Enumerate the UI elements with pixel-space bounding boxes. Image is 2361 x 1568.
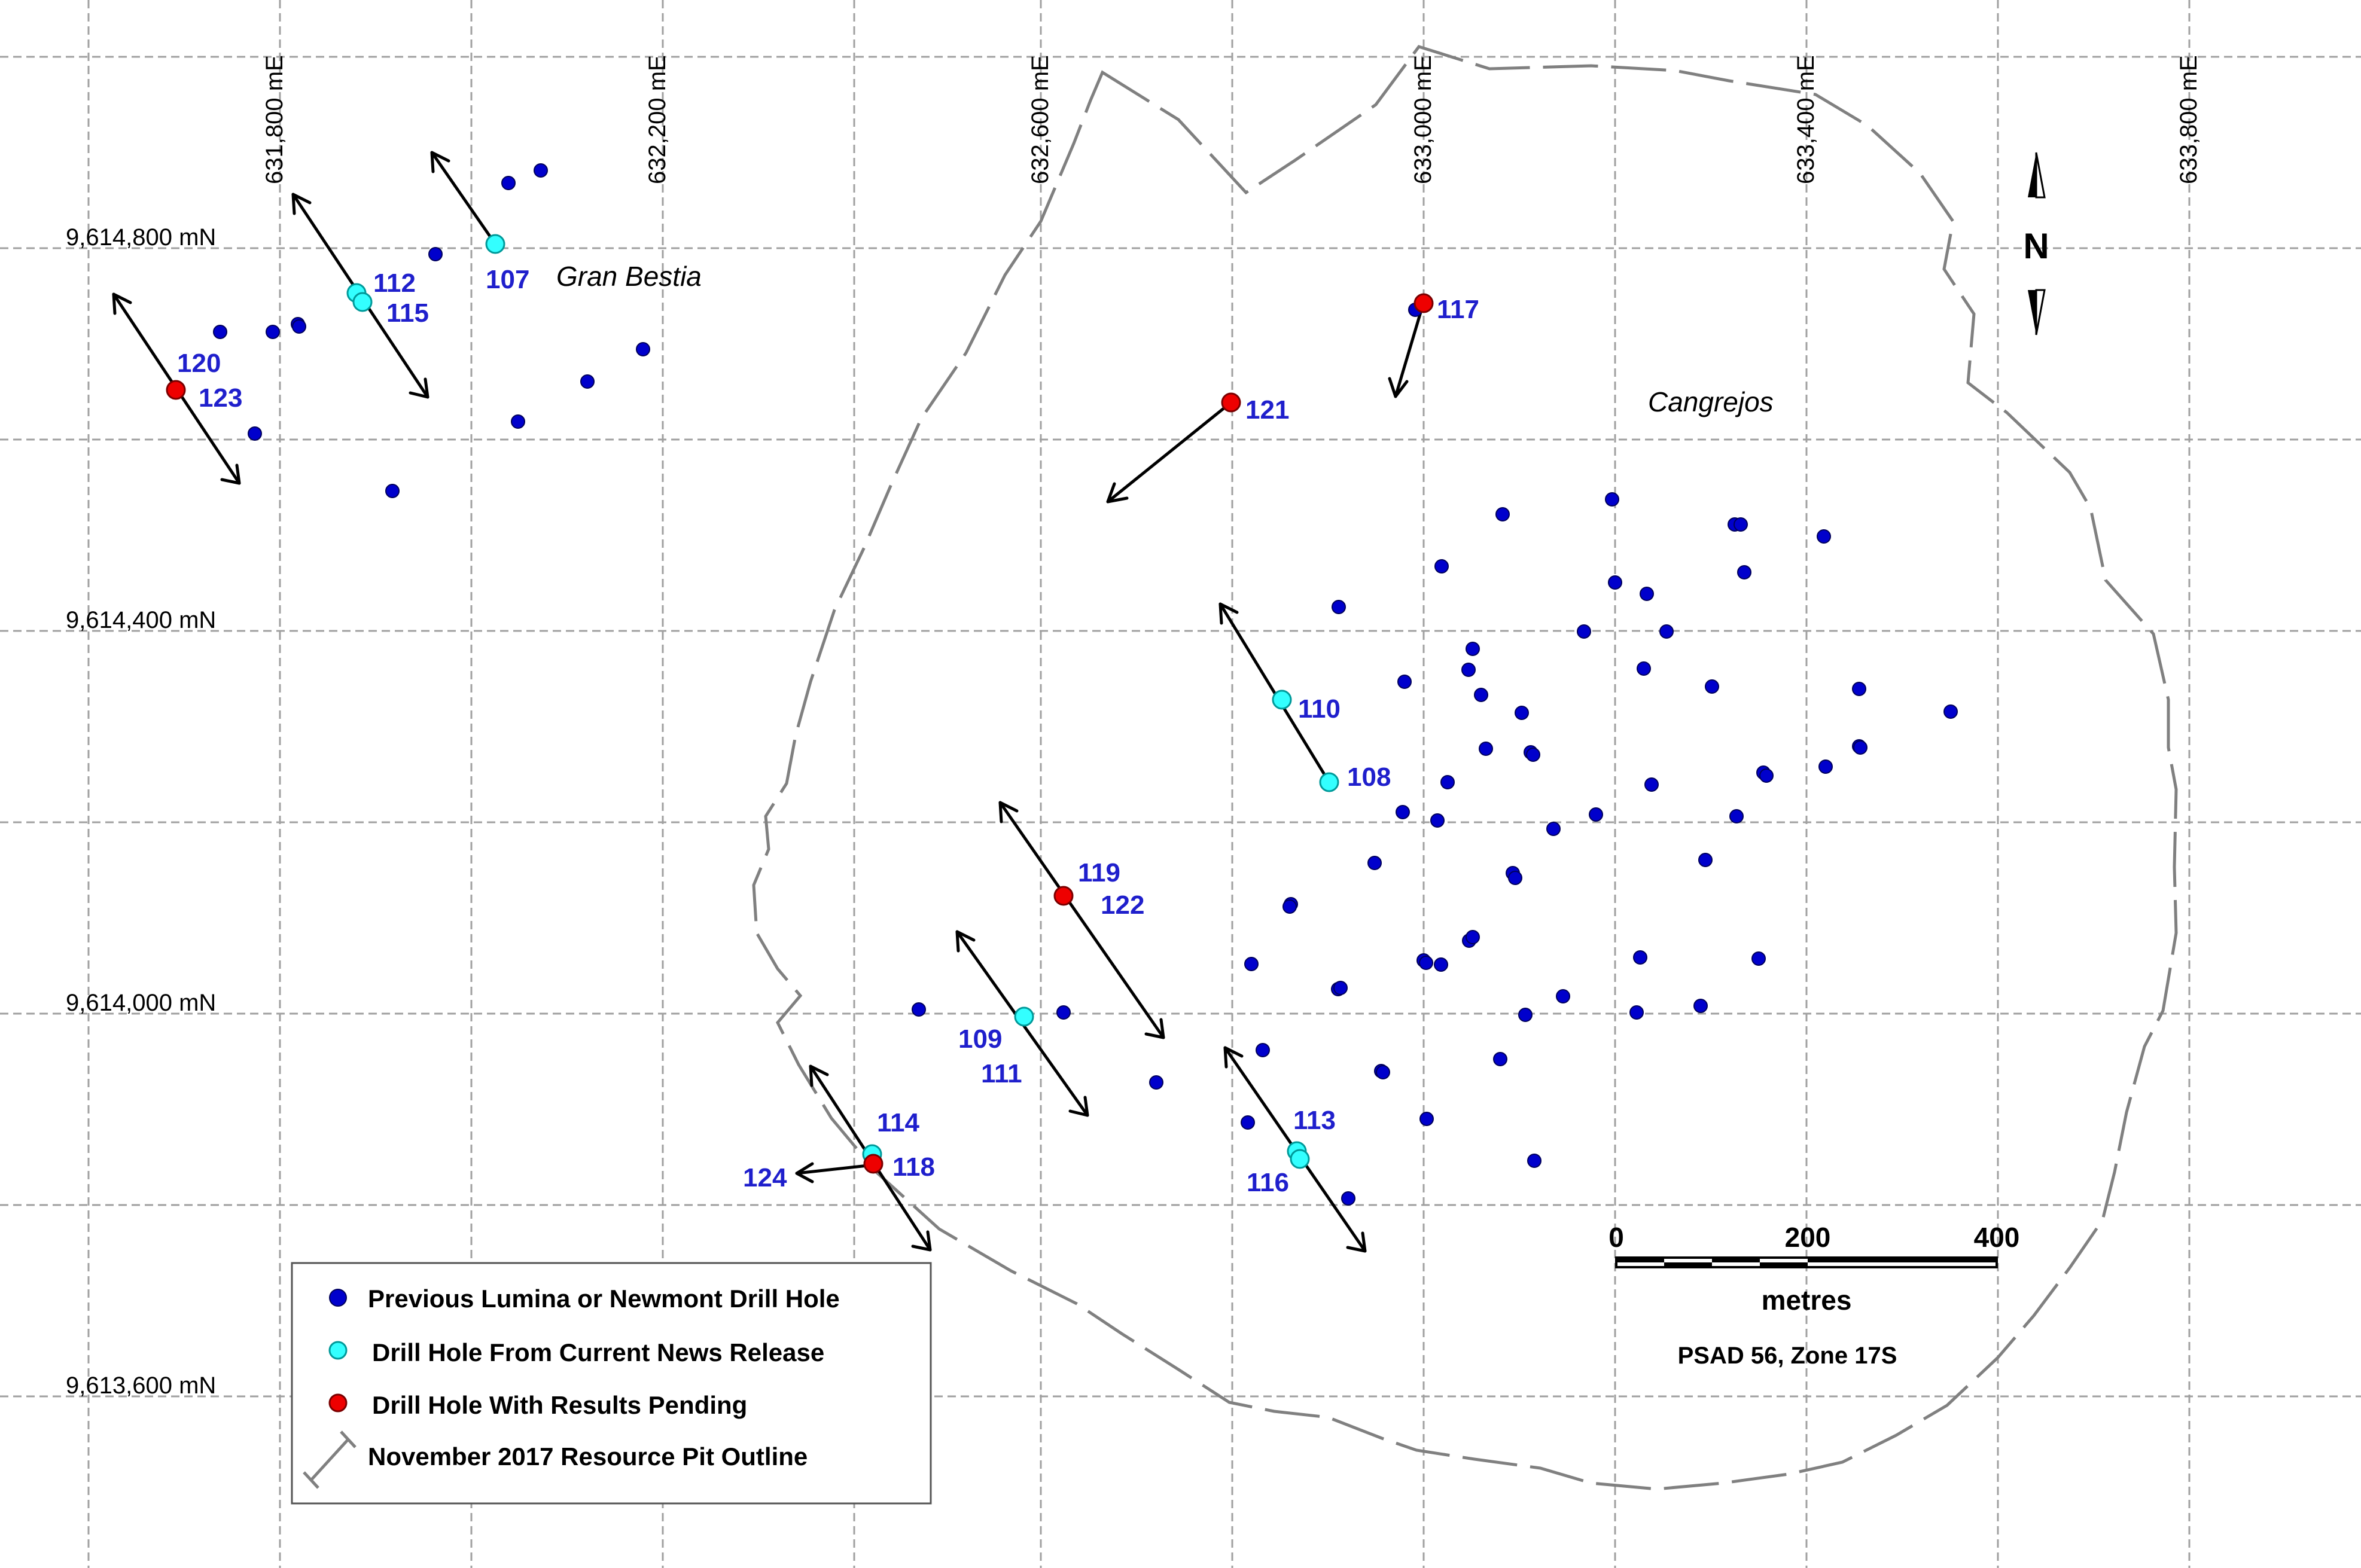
hole-label: 108	[1347, 762, 1391, 792]
scale-tick-label: 400	[1974, 1222, 2020, 1253]
northing-label: 9,614,400 mN	[66, 607, 216, 633]
legend-symbol-current	[328, 1341, 348, 1360]
legend-label: Drill Hole From Current News Release	[372, 1338, 824, 1366]
scale-bar: 0 200 400 metres PSAD 56, Zone 17S	[1608, 1222, 2019, 1369]
place-name-cangrejos: Cangrejos	[1648, 386, 1774, 417]
north-arrow-icon: N	[2023, 152, 2049, 335]
easting-label: 633,400 mE	[1793, 55, 1819, 184]
legend: Previous Lumina or Newmont Drill Hole Dr…	[291, 1262, 932, 1505]
pending-drill-holes	[166, 293, 1434, 1174]
legend-label: November 2017 Resource Pit Outline	[368, 1442, 808, 1471]
scale-tick-label: 200	[1785, 1222, 1831, 1253]
easting-label: 631,800 mE	[261, 55, 288, 184]
hole-label: 111	[981, 1059, 1022, 1088]
easting-label: 633,000 mE	[1410, 55, 1436, 184]
hole-label: 122	[1101, 890, 1144, 920]
drill-traces	[112, 151, 1424, 1253]
scale-tick-label: 0	[1608, 1222, 1624, 1253]
hole-label: 117	[1437, 295, 1479, 324]
legend-symbol-pit-outline	[303, 1430, 357, 1489]
scale-units-label: metres	[1762, 1285, 1852, 1316]
hole-label: 110	[1298, 694, 1341, 724]
hole-label: 114	[877, 1108, 920, 1137]
place-name-gran-bestia: Gran Bestia	[556, 261, 702, 292]
northing-label: 9,614,800 mN	[66, 224, 216, 251]
hole-label: 113	[1293, 1106, 1336, 1135]
hole-label: 123	[199, 383, 242, 413]
datum-label: PSAD 56, Zone 17S	[1678, 1343, 1897, 1369]
hole-label: 120	[177, 349, 221, 378]
easting-label: 632,600 mE	[1027, 55, 1053, 184]
hole-label: 124	[743, 1163, 787, 1192]
hole-label: 118	[892, 1152, 935, 1182]
easting-label: 633,800 mE	[2176, 55, 2202, 184]
legend-label: Previous Lumina or Newmont Drill Hole	[368, 1285, 840, 1313]
hole-label: 112	[373, 269, 416, 298]
current-release-drill-holes	[346, 234, 1339, 1169]
hole-label: 109	[958, 1024, 1002, 1054]
legend-label: Drill Hole With Results Pending	[372, 1391, 747, 1419]
legend-symbol-previous	[329, 1289, 347, 1307]
north-arrow-label: N	[2023, 226, 2049, 266]
hole-label: 119	[1078, 858, 1120, 887]
northing-label: 9,613,600 mN	[66, 1372, 216, 1399]
hole-label: 107	[486, 265, 529, 294]
northing-label: 9,614,000 mN	[66, 990, 216, 1016]
hole-label: 115	[386, 298, 429, 328]
previous-drill-holes	[213, 163, 1958, 1206]
easting-label: 632,200 mE	[644, 55, 671, 184]
hole-label: 121	[1245, 395, 1289, 425]
legend-symbol-pending	[328, 1393, 348, 1413]
hole-label: 116	[1247, 1168, 1289, 1197]
resource-pit-outline	[752, 45, 2178, 1491]
